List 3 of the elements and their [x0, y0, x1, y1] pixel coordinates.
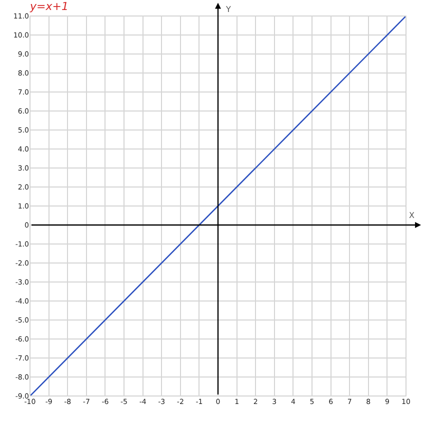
chart-title: y=x+1: [29, 0, 68, 13]
y-axis-title: Y: [225, 5, 231, 14]
x-axis-title: X: [409, 211, 415, 220]
